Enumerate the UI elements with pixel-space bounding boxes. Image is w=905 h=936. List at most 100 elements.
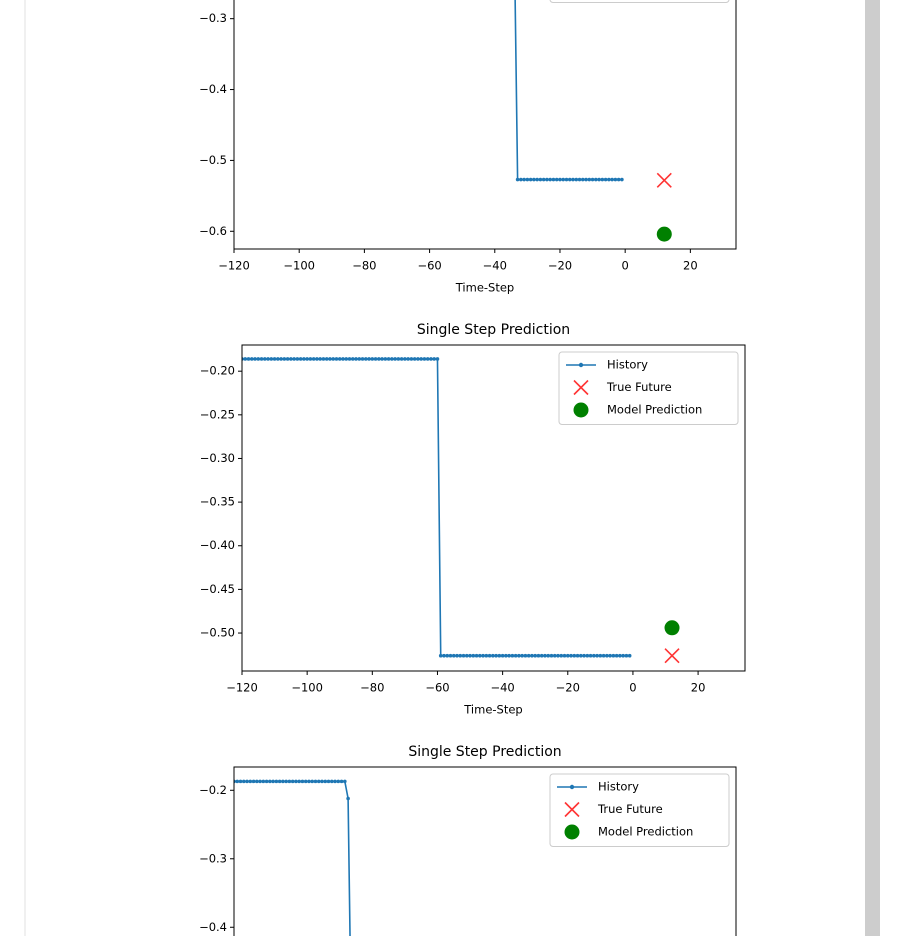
point-marker [614, 653, 619, 658]
point-marker [269, 357, 274, 361]
point-marker [571, 177, 575, 182]
point-marker [276, 357, 280, 361]
legend-label: True Future [597, 802, 663, 816]
point-marker [302, 357, 306, 361]
y-tick-label: −0.20 [200, 364, 235, 378]
point-marker [551, 177, 556, 182]
point-marker [528, 177, 533, 182]
point-marker [357, 357, 362, 361]
point-marker [491, 653, 495, 658]
point-marker [287, 779, 292, 784]
point-marker [481, 653, 485, 658]
point-marker [383, 357, 388, 361]
point-marker [468, 653, 472, 658]
point-marker [310, 779, 315, 784]
point-marker [572, 653, 577, 658]
point-marker [249, 357, 254, 361]
point-marker [541, 177, 546, 182]
point-marker [548, 177, 552, 182]
point-marker [608, 653, 612, 658]
y-tick-label: −0.6 [199, 224, 227, 238]
point-marker [313, 779, 318, 784]
point-marker [543, 653, 547, 658]
point-marker [406, 357, 410, 361]
point-marker [458, 653, 463, 658]
point-marker [598, 653, 603, 658]
x-stroke [664, 648, 680, 664]
point-marker [336, 779, 341, 784]
point-marker [504, 653, 508, 658]
point-marker [289, 357, 293, 361]
x-tick-label: −20 [556, 681, 580, 695]
point-marker [500, 653, 505, 658]
point-marker [403, 357, 407, 361]
point-marker [579, 653, 583, 658]
legend-marker [569, 784, 575, 790]
point-marker [303, 779, 308, 784]
legend: History True Future Model Prediction [549, 773, 730, 847]
point-marker [538, 177, 543, 182]
y-tick-label: −0.45 [200, 582, 235, 596]
y-tick-label: −0.35 [200, 495, 235, 509]
point-marker [627, 653, 632, 658]
point-marker [519, 177, 523, 182]
point-marker [350, 357, 355, 361]
point-marker [344, 357, 349, 361]
x-tick-label: 20 [683, 259, 698, 273]
legend-label: Model Prediction [607, 403, 702, 417]
point-marker [471, 653, 476, 658]
legend-marker [578, 362, 584, 368]
x-tick-label: −100 [291, 681, 323, 695]
x-tick-label: −80 [352, 259, 376, 273]
plot-area [242, 357, 680, 664]
point-marker [412, 357, 417, 361]
legend-marker [564, 824, 580, 840]
plots: Time-Step −0.6 −0.5 −0.4 −0.3 −120 −100 −80 −60 −… [199, 0, 746, 936]
point-marker [484, 653, 489, 658]
point-marker [386, 357, 391, 361]
point-marker [582, 653, 586, 658]
point-marker [284, 779, 288, 784]
point-marker [605, 653, 609, 658]
point-marker [435, 357, 440, 361]
point-marker [535, 177, 539, 182]
point-marker [588, 653, 593, 658]
point-marker [318, 357, 322, 361]
point-marker [517, 653, 521, 658]
scrollbar[interactable] [865, 0, 880, 936]
point-marker [525, 177, 530, 182]
point-marker [343, 779, 347, 784]
point-marker [539, 653, 544, 658]
point-marker [624, 653, 629, 658]
point-marker [533, 653, 537, 658]
point-marker [574, 177, 579, 182]
point-marker [567, 177, 572, 182]
x-marker [656, 172, 672, 188]
legend-box [558, 351, 739, 425]
point-marker [264, 779, 269, 784]
point-marker [339, 779, 344, 784]
point-marker [577, 177, 582, 182]
x-tick-label: −120 [218, 259, 250, 273]
axes-frame [241, 344, 746, 672]
point-marker [320, 779, 324, 784]
point-marker [370, 357, 375, 361]
x-tick-label: 0 [629, 681, 636, 695]
point-marker [564, 177, 569, 182]
point-marker [347, 357, 352, 361]
point-marker [610, 177, 614, 182]
point-marker [399, 357, 404, 361]
legend-box [549, 773, 730, 847]
point-marker [367, 357, 371, 361]
legend-label: True Future [606, 380, 672, 394]
chart: Time-Step −0.6 −0.5 −0.4 −0.3 −120 −100 −80 −60 −… [199, 0, 737, 295]
point-marker [277, 779, 282, 784]
point-marker [556, 653, 560, 658]
point-marker [295, 357, 300, 361]
point-marker [595, 653, 599, 658]
point-marker [478, 653, 482, 658]
point-marker [253, 357, 257, 361]
point-marker [590, 177, 595, 182]
axes-frame [233, 0, 737, 250]
